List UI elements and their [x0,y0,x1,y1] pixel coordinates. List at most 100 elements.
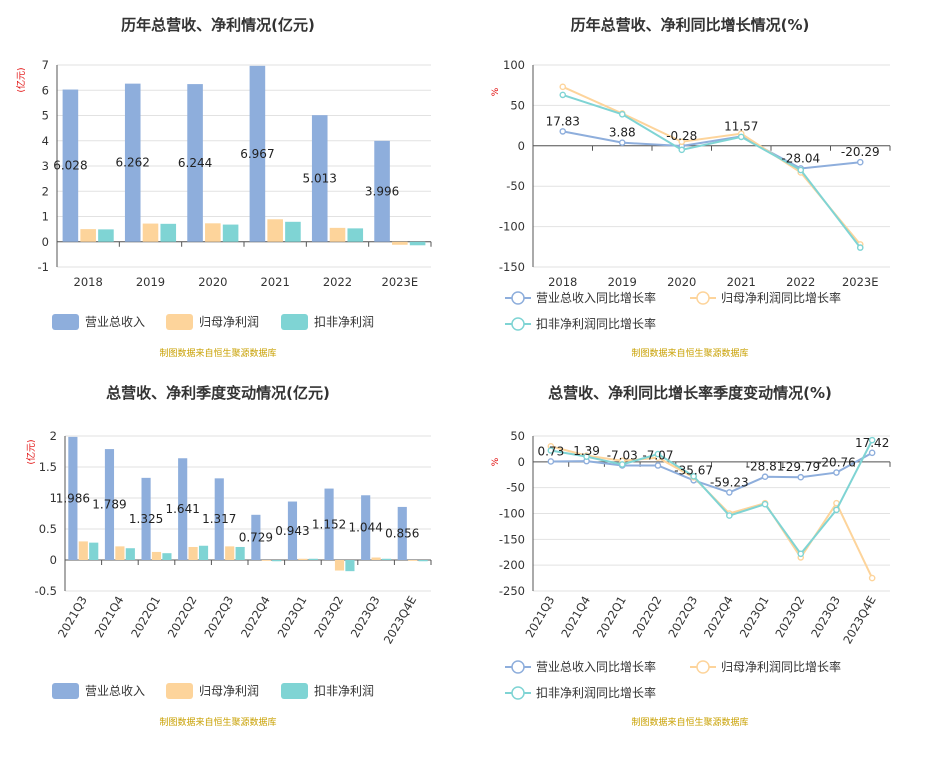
line-data-label: -29.79 [781,460,820,474]
bar-revenue [62,89,79,242]
x-tick-label: 2021Q4 [92,594,127,641]
x-tick-label: 2019 [608,275,637,289]
bar-deducted-net-profit [285,221,301,242]
y-tick-label: 0.5 [39,522,57,536]
bar-parent-net-profit [80,229,96,242]
x-tick-label: 2023Q3 [348,594,383,641]
line-data-label: 17.42 [855,436,889,450]
series-point [856,244,864,251]
bar-parent-net-profit [151,551,162,560]
x-tick-label: 2022Q1 [128,594,163,641]
bar-revenue [324,488,334,560]
series-point [654,462,662,469]
bar-data-label: 1.325 [129,512,163,526]
series-point [559,128,567,135]
series-line-2 [562,93,862,249]
bar-deducted-net-profit [381,558,392,560]
bar-deducted-net-profit [160,223,177,242]
series-point [618,139,626,146]
y-axis-unit: (亿元) [15,67,27,92]
y-tick-label: 0 [50,553,57,567]
chart-title: 总营收、净利季度变动情况(亿元) [106,384,330,402]
bar-parent-net-profit [115,546,125,560]
bar-parent-net-profit [267,219,283,242]
series-point [726,512,733,519]
annual-growth-chart: 历年总营收、净利同比增长情况(%)% -150 -100 -50 0 50 100 2018 2… [491,16,891,359]
series-point [833,506,840,514]
bar-data-label: 6.967 [240,147,274,161]
legend-swatch [166,314,193,330]
bar-deducted-net-profit [222,224,239,242]
y-axis-unit: % [491,457,501,466]
line-data-label: -7.07 [642,448,673,462]
x-tick-label: 2022Q3 [665,594,700,641]
x-tick-label: 2020 [667,275,696,289]
bar-revenue [68,436,78,560]
x-tick-label: 2023Q2 [311,594,346,641]
quarterly-growth-chart: 总营收、净利同比增长率季度变动情况(%)% -250 -200 -150 -100 -50… [491,384,891,728]
x-tick-label: 2021 [727,275,756,289]
line-data-label: -35.67 [674,463,713,477]
y-tick-label: 3 [42,159,49,173]
series-point [726,489,733,496]
bar-data-label: 1.641 [165,502,199,516]
bar-data-label: 5.013 [303,171,337,185]
x-tick-label: 2021Q4 [558,594,593,641]
bar-revenue [361,495,371,560]
bar-deducted-net-profit [162,553,172,560]
legend-marker [696,660,710,674]
bar-parent-net-profit [205,223,221,242]
y-tick-label: 0 [518,139,525,153]
legend-swatch [281,683,308,699]
line-data-label: -0.28 [666,129,697,143]
legend-marker [511,686,525,700]
y-tick-label: 100 [503,58,525,72]
x-tick-label: 2023Q1 [737,594,772,641]
bar-deducted-net-profit [125,548,135,560]
y-tick-label: -200 [499,558,525,572]
series-point [678,146,686,154]
series-point [678,138,686,146]
x-tick-label: 2023Q4E [840,594,879,647]
legend-marker [511,291,525,305]
bar-parent-net-profit [392,241,408,245]
y-tick-label: 4 [42,134,49,148]
bar-data-label: 1.986 [56,491,90,505]
y-tick-label: 50 [510,98,525,112]
series-point [737,133,745,141]
line-data-label: -20.76 [817,456,856,470]
series-point [868,574,876,582]
x-tick-label: 2021Q3 [55,594,90,641]
x-tick-label: 2022Q1 [594,594,629,641]
bar-parent-net-profit [329,227,346,242]
x-tick-label: 2022 [786,275,815,289]
legend-label: 归母净利润同比增长率 [721,659,841,674]
y-tick-label: 7 [42,58,49,72]
bar-deducted-net-profit [409,241,426,246]
bar-data-label: 6.262 [116,156,150,170]
legend-label: 扣非净利润 [314,315,374,329]
bar-parent-net-profit [334,560,345,571]
line-data-label: 17.83 [546,114,580,128]
x-tick-label: 2023E [842,275,879,289]
legend-swatch [166,683,193,699]
series-point [797,473,805,481]
series-line-2 [550,439,874,556]
bar-revenue [251,514,261,560]
bar-data-label: 6.244 [178,156,212,170]
y-tick-label: 1.5 [39,460,57,474]
bar-deducted-net-profit [235,546,245,560]
series-point [583,453,590,460]
source-note: 制图数据来自恒生聚源数据库 [159,716,276,728]
bar-data-label: 3.996 [365,184,399,198]
bar-revenue [141,477,151,560]
y-tick-label: -100 [499,220,525,234]
bar-deducted-net-profit [308,558,318,560]
x-tick-label: 2023Q3 [808,594,843,641]
x-tick-label: 2022Q4 [701,594,736,641]
line-data-label: -28.04 [781,151,820,165]
legend-label: 营业总收入同比增长率 [536,290,656,305]
series-point [618,461,626,468]
bar-data-label: 0.729 [239,530,273,544]
